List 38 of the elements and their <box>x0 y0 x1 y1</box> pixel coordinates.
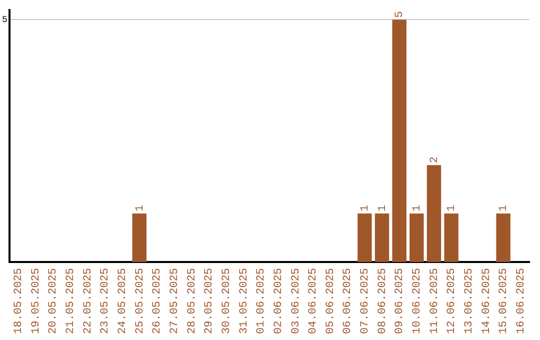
x-tick-label: 08.06.2025 <box>376 268 389 334</box>
x-tick-label: 28.05.2025 <box>186 268 198 334</box>
data-label: 1 <box>446 204 458 212</box>
data-label: 5 <box>394 11 406 18</box>
x-tick-label: 16.06.2025 <box>516 268 528 334</box>
x-tick-label: 04.06.2025 <box>308 268 320 334</box>
x-tick-label: 20.05.2025 <box>48 268 60 334</box>
x-tick-label: 06.06.2025 <box>342 268 354 334</box>
x-tick-label: 24.05.2025 <box>116 268 129 334</box>
x-tick-label: 02.06.2025 <box>272 268 285 334</box>
x-tick-label: 11.06.2025 <box>428 268 441 334</box>
x-tick-label: 15.06.2025 <box>498 268 510 334</box>
x-tick-label: 18.05.2025 <box>12 268 25 334</box>
x-tick-label: 31.05.2025 <box>238 268 250 334</box>
x-tick-label: 21.05.2025 <box>64 268 77 334</box>
x-tick-label: 19.05.2025 <box>30 268 42 334</box>
x-tick-label: 14.06.2025 <box>480 268 493 334</box>
data-label: 1 <box>360 204 372 212</box>
data-label: 1 <box>498 204 510 212</box>
data-label: 1 <box>134 204 146 212</box>
x-tick-label: 23.05.2025 <box>100 268 112 334</box>
x-tick-label: 22.05.2025 <box>82 268 94 334</box>
x-tick-label: 01.06.2025 <box>256 268 268 334</box>
x-tick-label: 03.06.2025 <box>290 268 302 334</box>
x-tick-label: 25.05.2025 <box>134 268 146 334</box>
data-label: 2 <box>428 156 441 164</box>
x-tick-label: 30.05.2025 <box>220 268 233 334</box>
x-tick-label: 10.06.2025 <box>412 268 424 334</box>
x-tick-label: 29.05.2025 <box>204 268 216 334</box>
x-tick-label: 26.05.2025 <box>152 268 164 334</box>
x-tick-label: 09.06.2025 <box>394 268 406 334</box>
x-tick-label: 27.05.2025 <box>168 268 181 334</box>
x-tick-label: 07.06.2025 <box>360 268 372 334</box>
data-label: 1 <box>376 204 389 212</box>
x-tick-label: 12.06.2025 <box>446 268 458 334</box>
data-label: 1 <box>412 204 424 212</box>
x-tick-label: 13.06.2025 <box>464 268 476 334</box>
x-tick-label: 05.06.2025 <box>324 268 337 334</box>
